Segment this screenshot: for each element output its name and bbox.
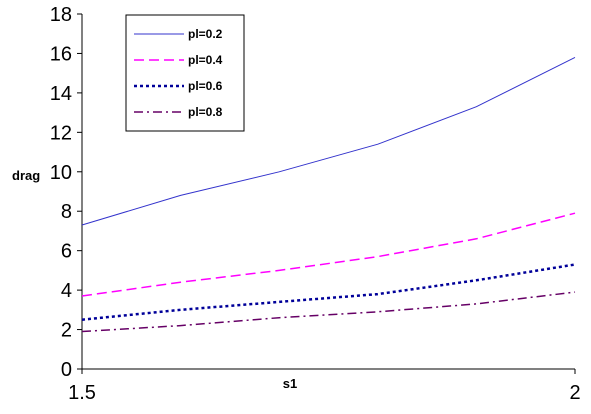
y-tick-label: 2 [61, 320, 72, 342]
y-tick-label: 8 [61, 201, 72, 223]
y-tick-label: 16 [50, 43, 72, 65]
legend-box [125, 14, 245, 132]
y-tick-label: 14 [50, 83, 72, 105]
legend-label: pl=0.2 [188, 27, 223, 41]
series-line-pl-0-4 [81, 212, 576, 297]
series-line-pl-0-6 [81, 263, 576, 321]
y-axis-ticks: 0 2 4 6 8 10 12 14 16 18 [50, 4, 82, 381]
y-tick-label: 4 [61, 280, 72, 302]
y-axis-label: drag [12, 168, 40, 183]
y-tick-label: 10 [50, 162, 72, 184]
y-tick-label: 6 [61, 241, 72, 263]
legend-label: pl=0.6 [188, 79, 223, 93]
legend: pl=0.2 pl=0.4 pl=0.6 pl=0.8 [125, 14, 245, 132]
y-tick-label: 18 [50, 4, 72, 26]
series-lines [81, 56, 576, 333]
y-tick-label: 12 [50, 122, 72, 144]
series-line-pl-0-2 [81, 56, 576, 226]
x-tick-label: 2 [569, 382, 580, 404]
legend-label: pl=0.4 [188, 53, 223, 67]
x-tick-label: 1.5 [68, 382, 96, 404]
legend-label: pl=0.8 [188, 105, 223, 119]
y-tick-label: 0 [61, 359, 72, 381]
plot-area [81, 14, 575, 370]
x-axis-label: s1 [283, 376, 297, 391]
x-axis-ticks: 1.5 2 [68, 369, 581, 404]
series-line-pl-0-8 [81, 291, 576, 333]
